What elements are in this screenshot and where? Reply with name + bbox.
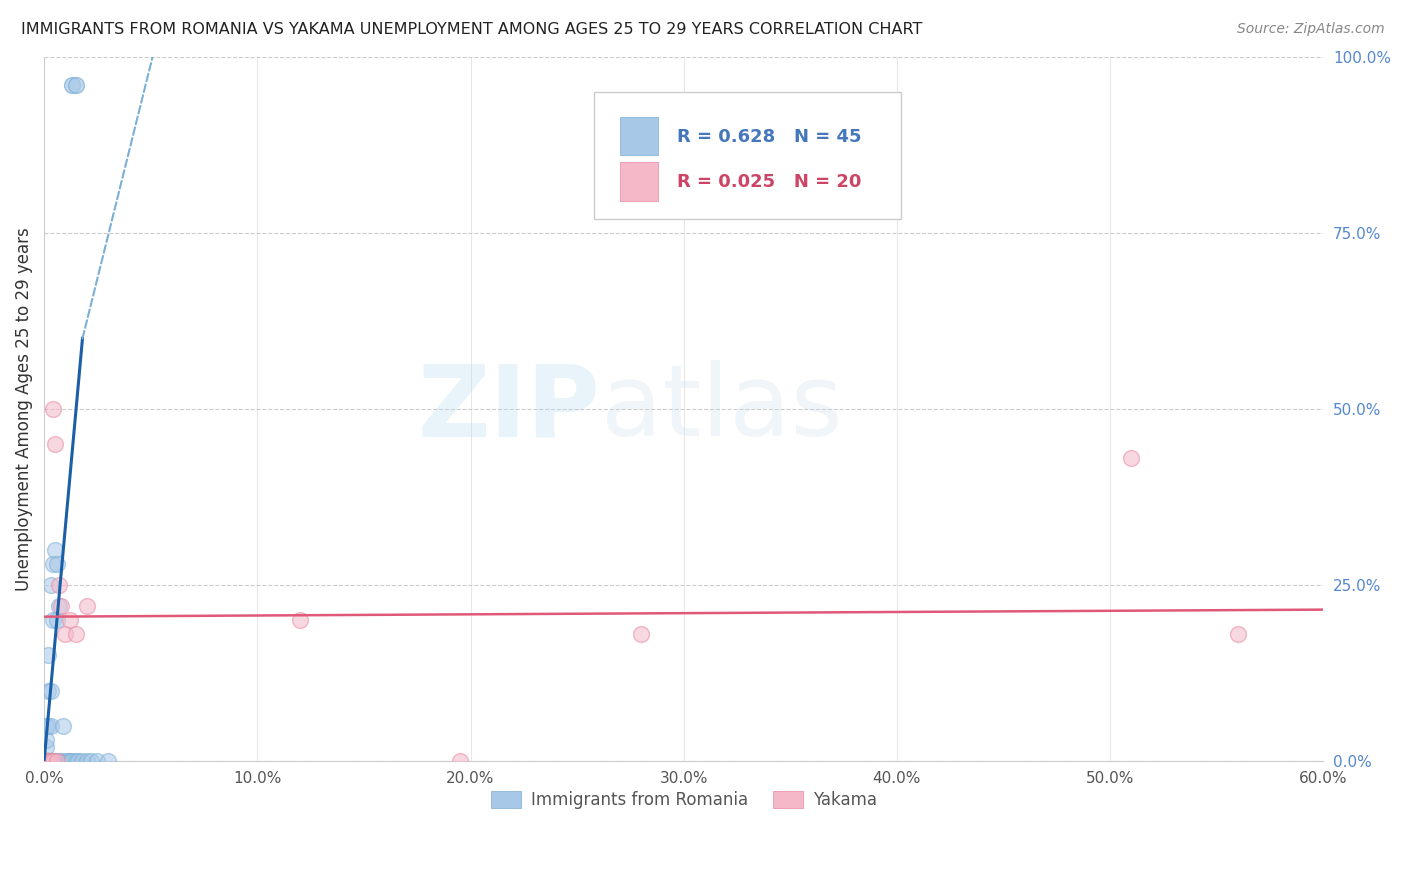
Point [37,719,59,733]
Point [35,754,58,768]
Point [44,754,66,768]
Point [97,754,120,768]
Y-axis label: Unemployment Among Ages 25 to 29 years: Unemployment Among Ages 25 to 29 years [15,227,32,591]
Point [51,754,73,768]
Point [37,754,59,768]
Point [35,733,58,747]
Text: R = 0.628   N = 45: R = 0.628 N = 45 [678,128,862,146]
Point [52,719,75,733]
Point [45,557,67,571]
Point [44,542,66,557]
Point [67,754,90,768]
Point [37,754,59,768]
Text: atlas: atlas [600,360,842,458]
Point [65,627,87,641]
Point [1121,451,1143,466]
Point [35,754,58,768]
Point [35,754,58,768]
Point [59,613,82,627]
Point [35,754,58,768]
Point [35,754,58,768]
Point [630,627,652,641]
Point [51,599,73,613]
Point [41,754,63,768]
Bar [620,162,658,201]
Text: IMMIGRANTS FROM ROMANIA VS YAKAMA UNEMPLOYMENT AMONG AGES 25 TO 29 YEARS CORRELA: IMMIGRANTS FROM ROMANIA VS YAKAMA UNEMPL… [21,22,922,37]
Text: R = 0.025   N = 20: R = 0.025 N = 20 [678,173,862,191]
Point [41,613,63,627]
Text: ZIP: ZIP [418,360,600,458]
Point [56,754,79,768]
Point [41,557,63,571]
Point [35,754,58,768]
Point [48,599,70,613]
Point [60,78,83,92]
Point [35,739,58,754]
Point [35,754,58,768]
Point [41,401,63,416]
Point [76,599,98,613]
Point [35,719,58,733]
Point [55,627,77,641]
Point [55,754,77,768]
Point [449,754,471,768]
Point [35,754,58,768]
Point [76,754,98,768]
Point [37,754,59,768]
Point [59,754,82,768]
Legend: Immigrants from Romania, Yakama: Immigrants from Romania, Yakama [484,785,883,816]
Point [37,754,59,768]
Point [37,648,59,663]
Point [288,613,311,627]
Point [35,754,58,768]
Point [35,754,58,768]
Point [39,578,62,592]
Point [60,754,83,768]
Point [72,754,94,768]
Point [39,719,62,733]
Point [48,578,70,592]
Point [35,754,58,768]
Point [65,78,87,92]
Point [65,754,87,768]
Point [37,754,59,768]
Point [86,754,108,768]
Point [45,754,67,768]
Point [48,754,70,768]
FancyBboxPatch shape [595,92,901,219]
Point [80,754,103,768]
Point [39,754,62,768]
Point [39,754,62,768]
Point [41,754,63,768]
Point [44,437,66,451]
Point [1227,627,1250,641]
Point [39,683,62,698]
Bar [620,117,658,155]
Text: Source: ZipAtlas.com: Source: ZipAtlas.com [1237,22,1385,37]
Point [39,754,62,768]
Point [45,613,67,627]
Point [37,683,59,698]
